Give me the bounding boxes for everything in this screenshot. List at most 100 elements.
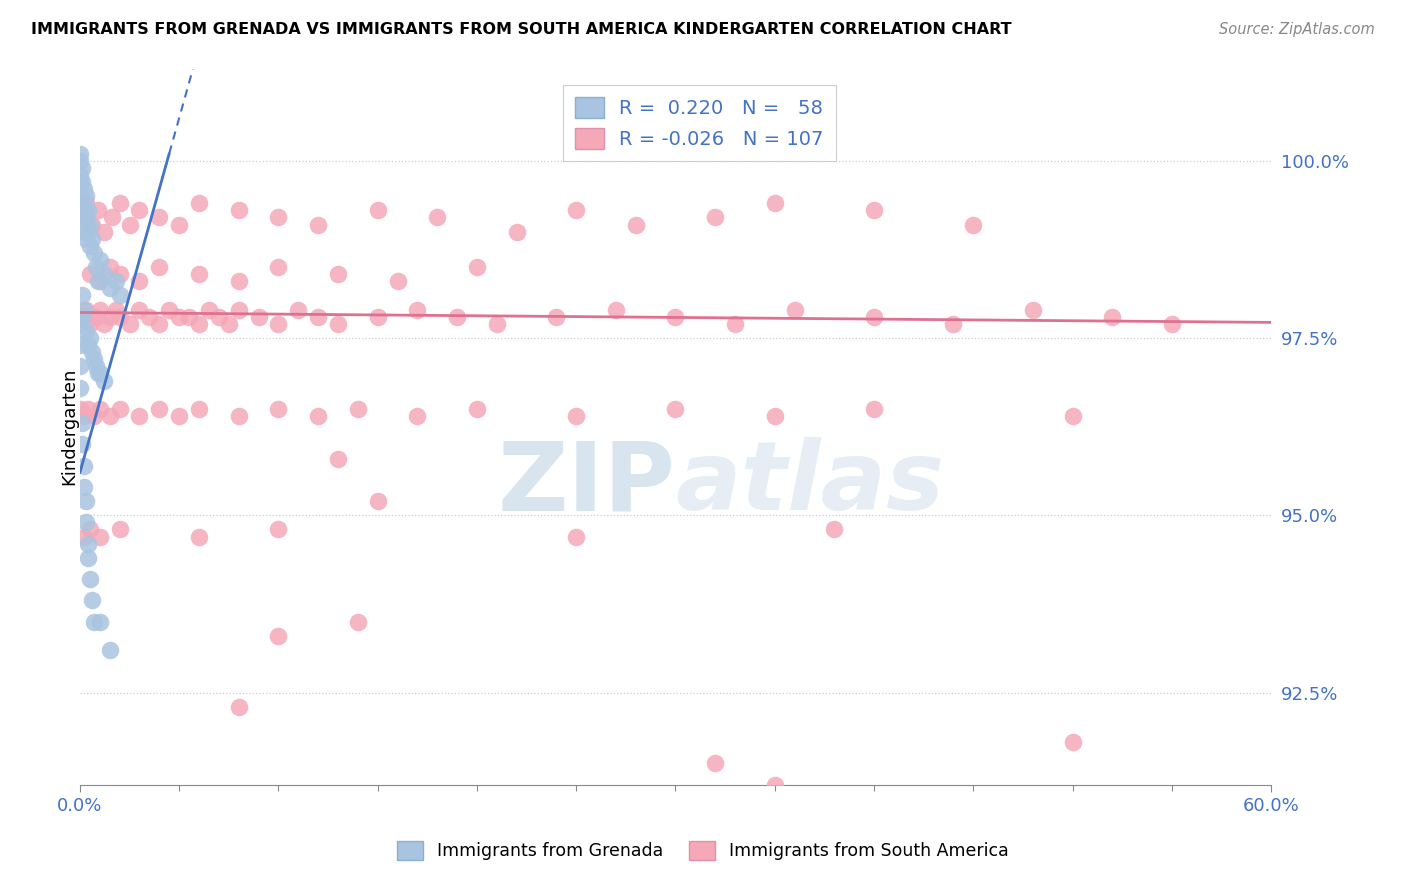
Point bbox=[76, 401, 98, 416]
Point bbox=[76, 203, 98, 218]
Point bbox=[228, 699, 250, 714]
Point bbox=[70, 218, 93, 232]
Point bbox=[69, 338, 91, 352]
Point bbox=[79, 267, 101, 281]
Point bbox=[70, 288, 93, 302]
Point bbox=[87, 274, 110, 288]
Point bbox=[267, 260, 290, 274]
Point bbox=[93, 317, 115, 331]
Point bbox=[69, 310, 91, 324]
Point bbox=[89, 274, 111, 288]
Point bbox=[70, 161, 93, 175]
Point bbox=[100, 211, 122, 225]
Point bbox=[93, 374, 115, 388]
Point bbox=[387, 274, 409, 288]
Point bbox=[267, 629, 290, 643]
Point bbox=[148, 260, 170, 274]
Point bbox=[307, 409, 329, 423]
Point bbox=[89, 302, 111, 317]
Point bbox=[75, 189, 97, 203]
Point bbox=[108, 401, 131, 416]
Point bbox=[79, 331, 101, 345]
Point bbox=[188, 196, 211, 211]
Point bbox=[70, 437, 93, 451]
Point bbox=[98, 409, 121, 423]
Point bbox=[188, 401, 211, 416]
Point bbox=[108, 267, 131, 281]
Point bbox=[326, 451, 349, 466]
Point bbox=[188, 317, 211, 331]
Point bbox=[98, 310, 121, 324]
Point bbox=[89, 401, 111, 416]
Legend: Immigrants from Grenada, Immigrants from South America: Immigrants from Grenada, Immigrants from… bbox=[389, 834, 1017, 867]
Point bbox=[75, 232, 97, 246]
Point bbox=[76, 338, 98, 352]
Point bbox=[704, 756, 727, 771]
Text: ZIP: ZIP bbox=[498, 437, 675, 531]
Point bbox=[465, 401, 488, 416]
Point bbox=[1062, 409, 1084, 423]
Point bbox=[80, 232, 103, 246]
Point bbox=[664, 310, 686, 324]
Point bbox=[84, 310, 107, 324]
Point bbox=[208, 310, 231, 324]
Point bbox=[69, 317, 91, 331]
Point bbox=[267, 401, 290, 416]
Point bbox=[73, 530, 96, 544]
Point bbox=[73, 182, 96, 196]
Point bbox=[108, 196, 131, 211]
Point bbox=[83, 352, 105, 367]
Point bbox=[118, 317, 141, 331]
Point bbox=[73, 409, 96, 423]
Point bbox=[69, 189, 91, 203]
Text: Source: ZipAtlas.com: Source: ZipAtlas.com bbox=[1219, 22, 1375, 37]
Point bbox=[307, 310, 329, 324]
Point bbox=[485, 317, 508, 331]
Point bbox=[942, 317, 965, 331]
Point bbox=[70, 196, 93, 211]
Point bbox=[128, 409, 150, 423]
Point bbox=[80, 593, 103, 607]
Point bbox=[157, 302, 180, 317]
Point bbox=[267, 211, 290, 225]
Point bbox=[108, 523, 131, 537]
Point bbox=[69, 359, 91, 374]
Y-axis label: Kindergarten: Kindergarten bbox=[60, 368, 77, 485]
Point bbox=[76, 550, 98, 565]
Point bbox=[267, 523, 290, 537]
Point bbox=[148, 317, 170, 331]
Point bbox=[79, 523, 101, 537]
Point bbox=[75, 211, 97, 225]
Point bbox=[228, 409, 250, 423]
Point bbox=[70, 416, 93, 430]
Point bbox=[75, 196, 97, 211]
Point bbox=[69, 168, 91, 182]
Point bbox=[167, 218, 190, 232]
Point bbox=[75, 324, 97, 338]
Point bbox=[69, 175, 91, 189]
Point bbox=[247, 310, 270, 324]
Point bbox=[406, 302, 429, 317]
Point bbox=[87, 367, 110, 381]
Point bbox=[118, 218, 141, 232]
Point bbox=[98, 281, 121, 295]
Point bbox=[326, 267, 349, 281]
Point bbox=[1101, 310, 1123, 324]
Point bbox=[75, 516, 97, 530]
Point bbox=[1062, 735, 1084, 749]
Point bbox=[346, 615, 368, 629]
Point bbox=[1160, 317, 1182, 331]
Point bbox=[664, 401, 686, 416]
Point bbox=[93, 267, 115, 281]
Point bbox=[83, 409, 105, 423]
Point bbox=[704, 211, 727, 225]
Point bbox=[267, 317, 290, 331]
Point bbox=[73, 302, 96, 317]
Point bbox=[406, 409, 429, 423]
Point bbox=[465, 260, 488, 274]
Point bbox=[84, 260, 107, 274]
Point bbox=[73, 225, 96, 239]
Point bbox=[104, 302, 127, 317]
Point bbox=[70, 211, 93, 225]
Point bbox=[783, 302, 806, 317]
